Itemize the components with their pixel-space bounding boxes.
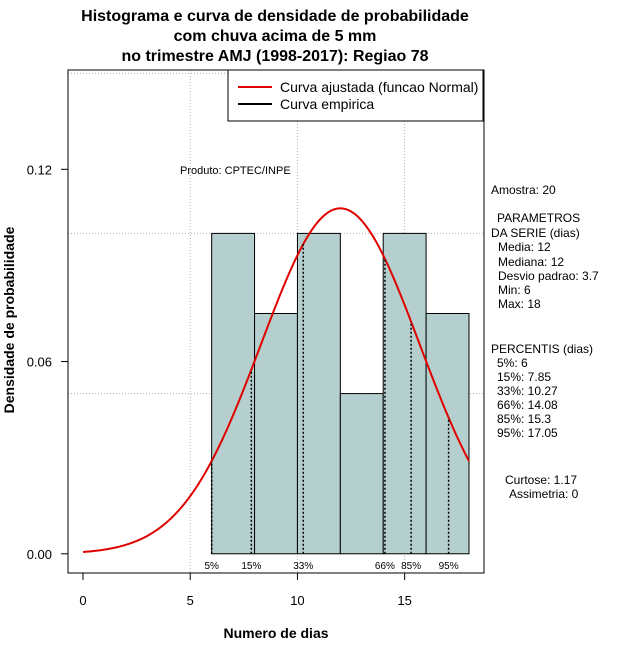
percentile-label: 5% <box>204 561 219 572</box>
percentil-33: 33%: 10.27 <box>497 384 558 398</box>
percentile-label: 66% <box>375 561 395 572</box>
assimetria-text: Assimetria: 0 <box>509 487 579 501</box>
x-tick-label: 10 <box>290 593 304 608</box>
curve-layer <box>82 207 470 553</box>
y-tick-label: 0.12 <box>27 162 52 177</box>
percentil-66: 66%: 14.08 <box>497 398 558 412</box>
percentil-95: 95%: 17.05 <box>497 426 558 440</box>
y-axis-label: Densidade de probabilidade <box>1 226 17 413</box>
param-min: Min: 6 <box>498 283 531 297</box>
x-tick-label: 5 <box>187 593 194 608</box>
param-desvio: Desvio padrao: 3.7 <box>498 269 599 283</box>
chart-title-line-3: no trimestre AMJ (1998-2017): Regiao 78 <box>121 48 428 65</box>
stats-panel: Amostra: 20 PARAMETROS DA SERIE (dias) M… <box>491 183 599 501</box>
percentil-15: 15%: 7.85 <box>497 370 551 384</box>
histogram-bar <box>254 312 298 555</box>
y-tick-label: 0.00 <box>27 547 52 562</box>
chart-title-line-2: com chuva acima de 5 mm <box>174 28 377 45</box>
params-title-1: PARAMETROS <box>497 211 580 225</box>
percentile-label: 15% <box>241 561 261 572</box>
percentile-layer: 5% 15% 33% 66% 85% 95% <box>204 244 459 572</box>
legend: Curva ajustada (funcao Normal) Curva emp… <box>227 69 484 122</box>
x-tick-label: 0 <box>79 593 86 608</box>
histogram-bar <box>211 232 256 555</box>
legend-fitted-label: Curva ajustada (funcao Normal) <box>280 79 478 95</box>
legend-empirical-label: Curva empirica <box>280 96 374 112</box>
histogram-bar <box>425 312 470 555</box>
percentil-5: 5%: 6 <box>497 356 528 370</box>
y-tick-label: 0.06 <box>27 355 52 370</box>
product-annotation: Produto: CPTEC/INPE <box>180 165 291 177</box>
x-tick-label: 15 <box>397 593 411 608</box>
legend-box <box>227 69 484 122</box>
param-media: Media: 12 <box>498 240 551 254</box>
param-mediana: Mediana: 12 <box>498 255 564 269</box>
axis-layer: 0 5 10 15 0.00 0.06 0.12 <box>27 162 412 608</box>
curtose-text: Curtose: 1.17 <box>505 473 577 487</box>
percentis-title: PERCENTIS (dias) <box>491 342 593 356</box>
percentile-label: 85% <box>401 561 421 572</box>
params-title-2: DA SERIE (dias) <box>491 226 580 240</box>
percentil-85: 85%: 15.3 <box>497 412 551 426</box>
fitted-normal-curve <box>82 207 470 553</box>
percentile-label: 33% <box>293 561 313 572</box>
bars-layer <box>211 232 470 555</box>
histogram-bar <box>382 232 427 555</box>
histogram-bar <box>296 232 341 555</box>
chart-title-line-1: Histograma e curva de densidade de proba… <box>81 8 469 25</box>
percentile-label: 95% <box>439 561 459 572</box>
param-max: Max: 18 <box>498 297 541 311</box>
amostra-text: Amostra: 20 <box>491 183 556 197</box>
histogram-bar <box>339 393 384 555</box>
x-axis-label: Numero de dias <box>223 625 328 641</box>
